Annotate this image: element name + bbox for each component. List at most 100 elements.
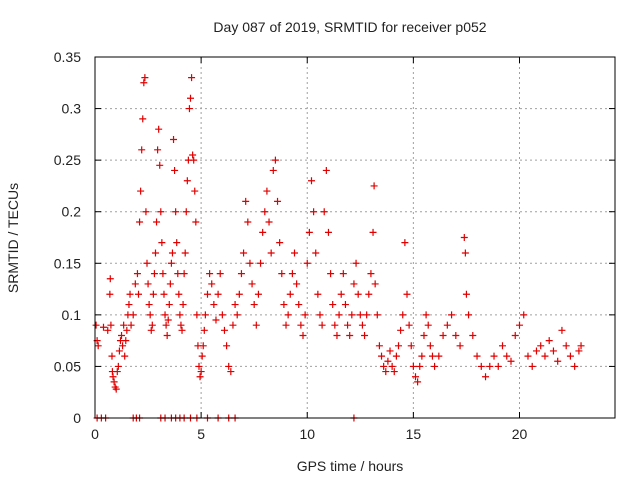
data-point xyxy=(108,352,116,360)
data-point xyxy=(242,197,250,205)
data-point xyxy=(171,166,179,174)
data-point xyxy=(305,228,313,236)
data-point xyxy=(401,239,409,247)
data-point xyxy=(106,275,114,283)
data-point xyxy=(195,362,203,370)
data-point xyxy=(246,259,254,267)
data-point xyxy=(295,301,303,309)
data-point xyxy=(363,311,371,319)
y-tick-label: 0.2 xyxy=(62,204,82,220)
data-point xyxy=(460,234,468,241)
data-point xyxy=(439,331,447,339)
data-point xyxy=(214,290,222,298)
data-point xyxy=(443,321,451,329)
data-point xyxy=(367,270,375,278)
data-point xyxy=(159,270,167,278)
data-point xyxy=(188,74,196,82)
data-point xyxy=(348,311,356,319)
data-point xyxy=(149,290,157,298)
axis-ticks xyxy=(94,56,615,419)
data-point xyxy=(181,249,189,257)
data-point xyxy=(113,368,121,376)
data-point xyxy=(99,323,107,331)
data-point xyxy=(173,239,181,247)
data-point xyxy=(331,321,339,329)
data-point xyxy=(399,311,407,319)
data-point xyxy=(121,352,129,360)
chart-title: Day 087 of 2019, SRMTID for receiver p05… xyxy=(213,19,486,35)
data-point xyxy=(528,362,536,370)
data-point xyxy=(414,378,422,386)
data-point xyxy=(229,321,237,329)
data-point xyxy=(115,347,123,355)
data-point xyxy=(269,166,277,174)
data-point xyxy=(138,146,146,154)
data-point xyxy=(164,316,172,324)
y-tick-label: 0.05 xyxy=(54,358,81,374)
data-point xyxy=(461,249,469,257)
y-tick-labels: 0 0.05 0.1 0.15 0.2 0.25 0.3 0.35 xyxy=(54,49,81,426)
data-point xyxy=(358,321,366,329)
data-point xyxy=(456,342,464,350)
data-point xyxy=(507,357,515,365)
data-point xyxy=(178,326,186,334)
data-point xyxy=(428,352,436,360)
data-point xyxy=(499,342,507,350)
data-point xyxy=(129,311,137,319)
data-point xyxy=(288,270,296,278)
data-point xyxy=(462,290,470,298)
data-point xyxy=(416,362,424,370)
data-point xyxy=(486,362,494,370)
data-point xyxy=(257,259,265,267)
data-point xyxy=(375,342,383,350)
y-tick-label: 0.25 xyxy=(54,152,81,168)
data-point xyxy=(126,290,134,298)
data-point xyxy=(203,290,211,298)
y-tick-label: 0.3 xyxy=(62,101,82,117)
data-point xyxy=(575,347,583,355)
data-point xyxy=(200,326,208,334)
data-point xyxy=(397,326,405,334)
data-points xyxy=(92,74,585,422)
data-point xyxy=(422,311,430,319)
data-point xyxy=(554,357,562,365)
x-tick-label: 15 xyxy=(406,426,422,442)
data-point xyxy=(452,331,460,339)
data-point xyxy=(494,362,502,370)
data-point xyxy=(378,352,386,360)
data-point xyxy=(307,177,315,185)
data-point xyxy=(154,146,162,154)
data-point xyxy=(175,290,183,298)
data-point xyxy=(503,352,511,360)
data-point xyxy=(157,208,165,216)
data-point xyxy=(282,321,290,329)
data-point xyxy=(185,105,193,113)
data-point xyxy=(193,311,201,319)
data-point xyxy=(356,311,364,319)
data-point xyxy=(212,316,220,324)
data-point xyxy=(293,280,301,288)
data-point xyxy=(223,342,231,350)
data-point xyxy=(341,301,349,309)
data-point xyxy=(197,368,205,376)
data-point xyxy=(329,301,337,309)
data-point xyxy=(155,125,163,133)
data-point xyxy=(148,321,156,329)
data-point xyxy=(119,342,127,350)
data-point xyxy=(153,218,161,226)
data-point xyxy=(150,270,158,278)
data-point xyxy=(420,331,428,339)
data-point xyxy=(227,368,235,376)
data-point xyxy=(162,321,170,329)
data-point xyxy=(158,239,166,247)
data-point xyxy=(139,115,147,123)
y-tick-label: 0 xyxy=(73,410,81,426)
data-point xyxy=(418,352,426,360)
data-point xyxy=(237,270,245,278)
data-point xyxy=(370,182,378,190)
data-point xyxy=(125,301,133,309)
data-point xyxy=(390,368,398,376)
data-point xyxy=(354,290,362,298)
data-point xyxy=(515,321,523,329)
data-point xyxy=(201,311,209,319)
